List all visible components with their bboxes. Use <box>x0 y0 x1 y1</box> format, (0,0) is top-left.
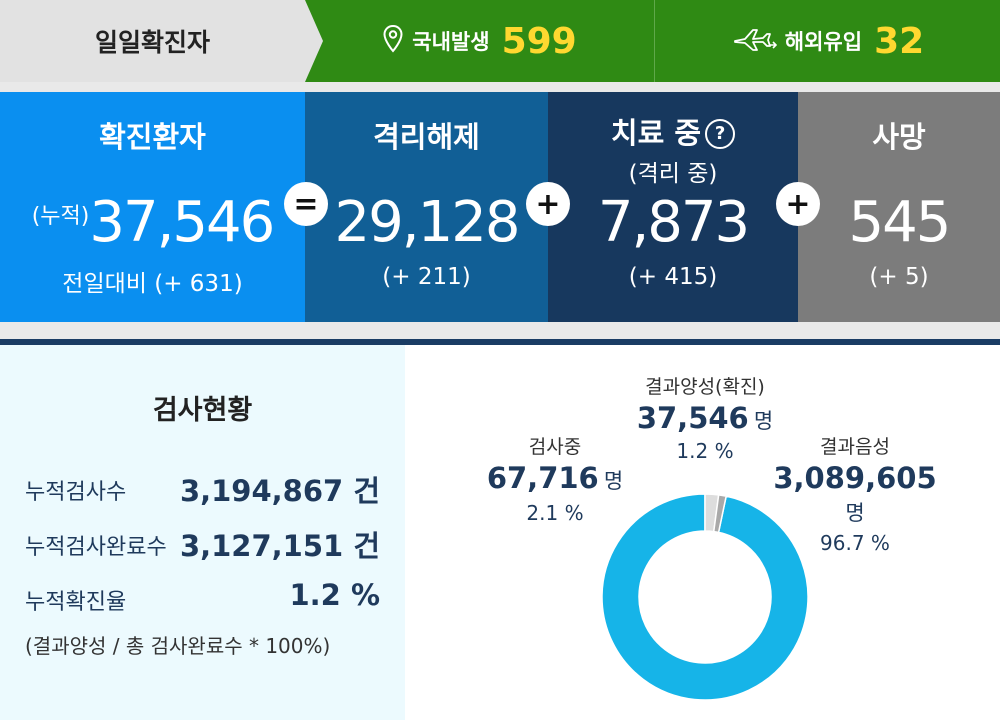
treatment-card: 치료 중? (격리 중) 7,873 (+ 415) <box>548 92 798 322</box>
confirmed-title: 확진환자 <box>99 120 206 154</box>
negative-unit: 명 <box>845 501 865 525</box>
testing-unit: 명 <box>603 469 624 493</box>
total-tests-label: 누적검사수 <box>25 480 127 505</box>
top-divider <box>654 0 655 82</box>
chart-panel <box>405 345 1000 720</box>
help-icon[interactable]: ? <box>705 119 736 149</box>
confirmed-value-row: (누적)37,546 <box>0 190 305 255</box>
section-divider <box>0 339 1000 345</box>
treatment-title: 치료 중 <box>610 116 702 150</box>
treatment-title-row: 치료 중? <box>548 110 798 152</box>
positive-value: 37,546 <box>636 401 749 435</box>
domestic-cases-tile: 국내발생 599 <box>305 0 654 82</box>
confirmed-delta: 전일대비 (+ 631) <box>62 271 243 297</box>
confirmed-prefix: (누적) <box>31 204 90 229</box>
positive-percent: 1.2 % <box>676 439 734 463</box>
treatment-delta: (+ 415) <box>628 264 718 290</box>
test-result-donut-chart <box>601 493 809 701</box>
released-value: 29,128 <box>334 190 521 255</box>
positive-label: 결과양성(확진) <box>645 376 765 398</box>
negative-value: 3,089,605 <box>773 461 937 495</box>
death-value: 545 <box>848 190 952 255</box>
death-title: 사망 <box>872 120 926 154</box>
death-delta: (+ 5) <box>869 264 929 290</box>
positive-annotation: 결과양성(확진) 37,546 명 1.2 % <box>615 372 795 463</box>
treatment-subtitle: (격리 중) <box>628 161 718 187</box>
equals-operator: = <box>284 182 328 226</box>
released-delta: (+ 211) <box>382 264 471 290</box>
death-card: 사망 545 (+ 5) <box>798 92 1000 322</box>
confirmed-value: 37,546 <box>89 190 275 255</box>
confirmed-card: 확진환자 (누적)37,546 전일대비 (+ 631) <box>0 92 305 322</box>
airplane-icon <box>731 24 777 58</box>
testing-label: 검사중 <box>528 436 582 458</box>
negative-slice <box>601 493 809 701</box>
plus-operator: + <box>776 182 820 226</box>
domestic-value: 599 <box>501 20 577 62</box>
testing-percent: 2.1 % <box>526 501 584 525</box>
domestic-label: 국내발생 <box>412 30 490 54</box>
released-card: 격리해제 29,128 (+ 211) <box>305 92 548 322</box>
released-title: 격리해제 <box>373 120 480 154</box>
overseas-cases-tile: 해외유입 32 <box>655 0 1000 82</box>
completed-tests-label: 누적검사완료수 <box>25 535 167 560</box>
overseas-value: 32 <box>874 20 925 62</box>
positive-rate-label: 누적확진율 <box>25 590 127 615</box>
testing-annotation: 검사중 67,716 명 2.1 % <box>480 432 630 525</box>
arrow-notch <box>305 0 323 82</box>
plus-operator: + <box>526 182 570 226</box>
overseas-label: 해외유입 <box>784 30 863 54</box>
daily-confirmed-label: 일일확진자 <box>0 0 305 82</box>
location-pin-icon <box>382 24 404 58</box>
negative-annotation: 결과음성 3,089,605 명 96.7 % <box>770 432 940 555</box>
negative-label: 결과음성 <box>820 436 890 458</box>
completed-tests-value: 3,127,151 건 <box>179 529 380 563</box>
positive-rate-note: (결과양성 / 총 검사완료수 * 100%) <box>25 634 331 658</box>
testing-value: 67,716 <box>486 461 599 495</box>
total-tests-value: 3,194,867 건 <box>179 474 380 508</box>
positive-unit: 명 <box>753 409 774 433</box>
testing-title: 검사현황 <box>152 395 253 426</box>
negative-percent: 96.7 % <box>820 531 890 555</box>
positive-rate-value: 1.2 % <box>289 578 380 612</box>
testing-panel <box>0 345 405 720</box>
daily-confirmed-text: 일일확진자 <box>94 28 210 57</box>
positive-slice <box>712 494 728 534</box>
treatment-value: 7,873 <box>597 190 750 255</box>
